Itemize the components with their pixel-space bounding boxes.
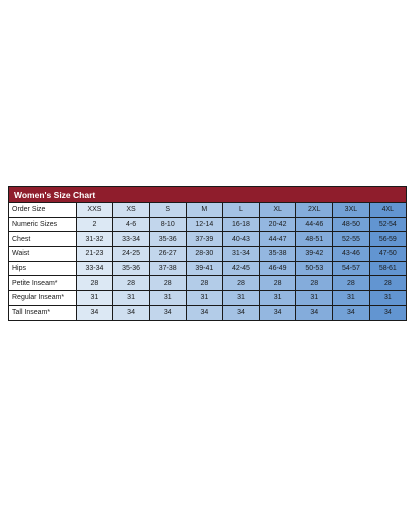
table-cell: 34 [368, 304, 406, 320]
table-cell: 50-53 [295, 260, 334, 277]
size-chart: Women's Size Chart Order Size XXS XS S M L XL 2… [8, 186, 407, 321]
size-header-cell: XS [112, 203, 150, 218]
table-cell: 31 [185, 290, 224, 306]
table-cell: 28 [148, 275, 187, 292]
row-label: Regular Inseam* [9, 290, 77, 306]
row-label: Tall Inseam* [9, 304, 77, 320]
table-cell: 28 [75, 275, 114, 292]
table-cell: 48-51 [295, 231, 334, 248]
table-cell: 34 [258, 304, 297, 320]
table-cell: 44-47 [258, 231, 297, 248]
table-cell: 33-34 [75, 260, 114, 277]
table-cell: 31 [222, 290, 260, 306]
table-cell: 28 [332, 275, 370, 292]
table-cell: 35-36 [112, 260, 150, 277]
table-cell: 21-23 [75, 246, 114, 262]
table-row: Tall Inseam* 34 34 34 34 34 34 34 34 34 [9, 304, 406, 320]
table-cell: 31 [148, 290, 187, 306]
header-label: Order Size [9, 203, 77, 218]
table-cell: 31 [112, 290, 150, 306]
size-header-cell: XXS [75, 203, 114, 218]
size-table: Order Size XXS XS S M L XL 2XL 3XL 4XL Numeric Siz… [9, 203, 406, 320]
table-cell: 31 [295, 290, 334, 306]
table-cell: 52-54 [368, 216, 406, 233]
table-row: Chest 31-32 33-34 35-36 37-39 40-43 44-47 48-51… [9, 231, 406, 248]
table-cell: 40-43 [222, 231, 260, 248]
row-label: Hips [9, 260, 77, 277]
table-cell: 46-49 [258, 260, 297, 277]
table-row: Regular Inseam* 31 31 31 31 31 31 31 31 31 [9, 290, 406, 306]
table-row: Petite Inseam* 28 28 28 28 28 28 28 28 28 [9, 275, 406, 292]
table-cell: 26-27 [148, 246, 187, 262]
table-row: Waist 21-23 24-25 26-27 28-30 31-34 35-38 39-42… [9, 246, 406, 262]
size-header-cell: XL [258, 203, 297, 218]
table-cell: 31-32 [75, 231, 114, 248]
header-row: Order Size XXS XS S M L XL 2XL 3XL 4XL [9, 203, 406, 218]
row-label: Chest [9, 231, 77, 248]
table-cell: 34 [332, 304, 370, 320]
table-cell: 39-42 [295, 246, 334, 262]
table-cell: 42-45 [222, 260, 260, 277]
table-cell: 31 [75, 290, 114, 306]
table-cell: 34 [112, 304, 150, 320]
size-header-cell: 2XL [295, 203, 334, 218]
table-cell: 12-14 [185, 216, 224, 233]
table-cell: 28 [258, 275, 297, 292]
table-cell: 34 [75, 304, 114, 320]
table-cell: 16-18 [222, 216, 260, 233]
table-cell: 31 [332, 290, 370, 306]
table-cell: 52-55 [332, 231, 370, 248]
table-cell: 34 [185, 304, 224, 320]
size-header-cell: M [185, 203, 224, 218]
table-cell: 44-46 [295, 216, 334, 233]
size-header-cell: 3XL [332, 203, 370, 218]
chart-title: Women's Size Chart [9, 187, 406, 203]
table-cell: 34 [222, 304, 260, 320]
table-cell: 58-61 [368, 260, 406, 277]
table-cell: 28 [295, 275, 334, 292]
table-cell: 28 [368, 275, 406, 292]
table-cell: 37-38 [148, 260, 187, 277]
table-cell: 34 [295, 304, 334, 320]
row-label: Petite Inseam* [9, 275, 77, 292]
table-cell: 24-25 [112, 246, 150, 262]
table-cell: 43-46 [332, 246, 370, 262]
table-row: Numeric Sizes 2 4-6 8-10 12-14 16-18 20-42 44-4… [9, 216, 406, 233]
table-cell: 35-38 [258, 246, 297, 262]
table-cell: 28-30 [185, 246, 224, 262]
table-cell: 54-57 [332, 260, 370, 277]
table-cell: 2 [75, 216, 114, 233]
table-cell: 20-42 [258, 216, 297, 233]
table-cell: 4-6 [112, 216, 150, 233]
table-cell: 28 [112, 275, 150, 292]
table-cell: 47-50 [368, 246, 406, 262]
table-cell: 37-39 [185, 231, 224, 248]
table-cell: 8-10 [148, 216, 187, 233]
table-row: Hips 33-34 35-36 37-38 39-41 42-45 46-49 50-53 5… [9, 260, 406, 277]
table-cell: 31 [368, 290, 406, 306]
table-cell: 28 [222, 275, 260, 292]
size-table-body: Order Size XXS XS S M L XL 2XL 3XL 4XL Numeric Siz… [9, 203, 406, 320]
table-cell: 35-36 [148, 231, 187, 248]
table-cell: 48-50 [332, 216, 370, 233]
row-label: Waist [9, 246, 77, 262]
table-cell: 31 [258, 290, 297, 306]
table-cell: 31-34 [222, 246, 260, 262]
table-cell: 34 [148, 304, 187, 320]
size-header-cell: S [148, 203, 187, 218]
row-label: Numeric Sizes [9, 216, 77, 233]
size-header-cell: 4XL [368, 203, 406, 218]
size-header-cell: L [222, 203, 260, 218]
table-cell: 56-59 [368, 231, 406, 248]
table-cell: 28 [185, 275, 224, 292]
table-cell: 39-41 [185, 260, 224, 277]
table-cell: 33-34 [112, 231, 150, 248]
